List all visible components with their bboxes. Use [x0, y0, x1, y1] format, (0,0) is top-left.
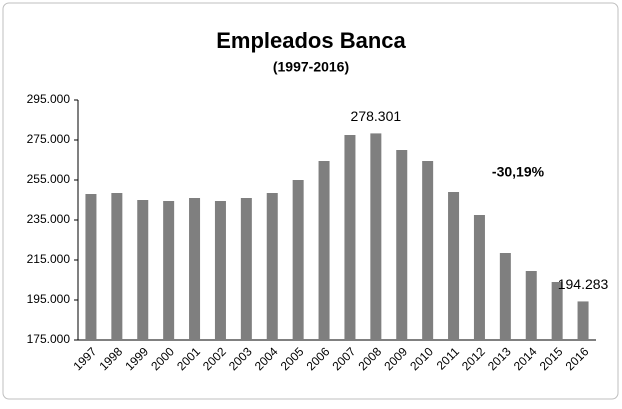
value-label: 278.301	[351, 108, 402, 124]
chart-frame	[2, 2, 619, 400]
chart-title: Empleados Banca	[216, 28, 406, 53]
bar	[473, 215, 485, 340]
bar	[137, 200, 149, 340]
y-tick-label: 295.000	[27, 92, 71, 106]
bar	[551, 282, 563, 340]
bar	[370, 133, 382, 340]
bar	[525, 271, 537, 340]
bar	[577, 301, 589, 340]
y-tick-label: 255.000	[27, 172, 71, 186]
bar	[318, 161, 330, 340]
bar	[85, 194, 97, 340]
bar	[344, 135, 356, 340]
y-tick-label: 275.000	[27, 132, 71, 146]
bar	[163, 201, 175, 340]
bar	[214, 201, 226, 340]
bar	[240, 198, 252, 340]
bar	[448, 192, 460, 340]
bar	[266, 193, 278, 340]
y-tick-label: 195.000	[27, 292, 71, 306]
y-tick-label: 215.000	[27, 252, 71, 266]
bar	[189, 198, 201, 340]
bar	[396, 150, 408, 340]
value-label: 194.283	[558, 276, 609, 292]
y-tick-label: 175.000	[27, 332, 71, 346]
bar	[422, 161, 434, 340]
bar	[499, 253, 511, 340]
chart-subtitle: (1997-2016)	[273, 59, 349, 75]
bar	[111, 193, 123, 340]
bar	[292, 180, 304, 340]
annotation: -30,19%	[492, 164, 545, 180]
y-tick-label: 235.000	[27, 212, 71, 226]
